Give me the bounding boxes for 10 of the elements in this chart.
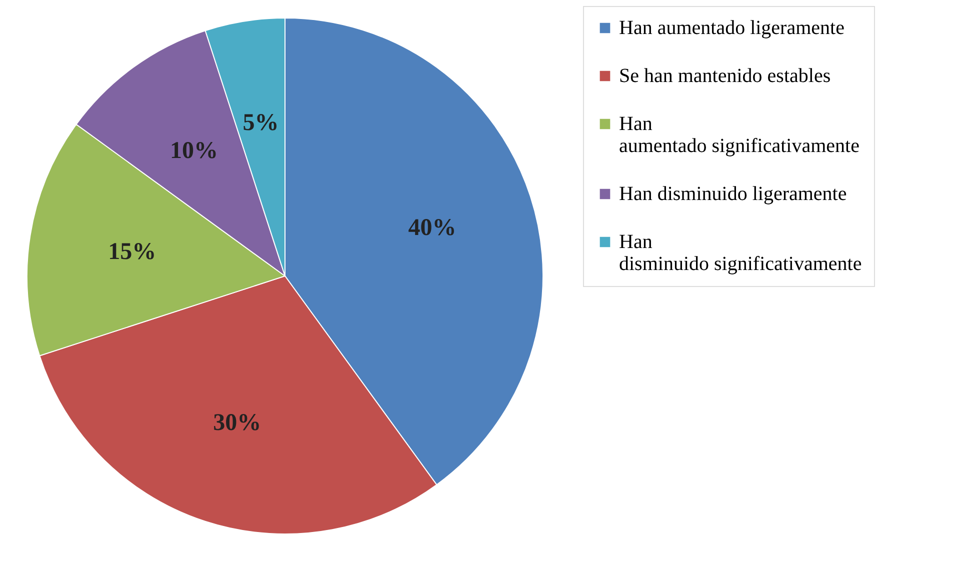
legend-label: Han aumentado significativamente [619,113,860,157]
legend-label: Han disminuido significativamente [619,231,862,275]
data-label: 40% [408,215,456,242]
legend-label: Han disminuido ligeramente [619,183,847,205]
data-label: 10% [170,138,218,164]
data-label: 5% [242,110,279,136]
data-label: 30% [213,410,262,436]
legend-label: Se han mantenido estables [619,65,831,87]
data-label: 15% [108,238,156,265]
legend-label: Han aumentado ligeramente [619,17,845,39]
